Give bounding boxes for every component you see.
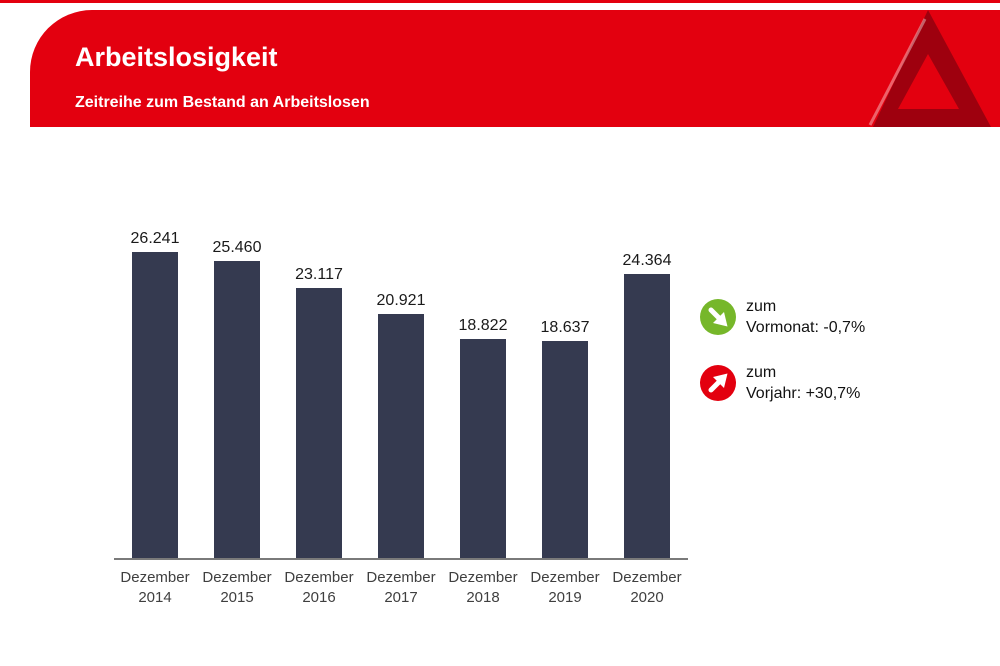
x-axis-line xyxy=(114,558,688,560)
bar-slot: 18.822 xyxy=(442,317,524,558)
bar-value-label: 24.364 xyxy=(622,252,672,269)
bar-value-label: 23.117 xyxy=(295,266,343,283)
x-axis-tick-label: Dezember 2017 xyxy=(366,569,436,606)
bar-value-label: 18.637 xyxy=(540,319,590,336)
bar-slot: 24.364 xyxy=(606,252,688,558)
bar xyxy=(624,274,670,558)
arrow-up-right-icon xyxy=(700,365,736,401)
top-accent-line xyxy=(0,0,1000,3)
legend-item-vorjahr: zum Vorjahr: +30,7% xyxy=(700,362,865,404)
bar-value-label: 26.241 xyxy=(130,230,180,247)
x-axis-tick-label: Dezember 2019 xyxy=(530,569,600,606)
legend-label-line1: zum xyxy=(746,364,777,381)
x-axis-tick-label: Dezember 2018 xyxy=(448,569,518,606)
x-axis-labels-row: Dezember 2014 Dezember 2015 Dezember 2016 Deze… xyxy=(114,568,688,608)
bar xyxy=(214,261,260,558)
legend-label-line2: Vorjahr: +30,7% xyxy=(746,385,861,402)
bar-slot: 25.460 xyxy=(196,239,278,558)
bar xyxy=(296,288,342,558)
legend: zum Vormonat: -0,7% zum Vorjahr: +30,7% xyxy=(700,296,865,404)
bar-slot: 26.241 xyxy=(114,230,196,558)
page-subtitle: Zeitreihe zum Bestand an Arbeitslosen xyxy=(75,94,370,111)
bars-row: 26.241 25.460 23.117 20.921 18.822 18.637 24.3… xyxy=(114,230,688,558)
x-axis-tick-label: Dezember 2014 xyxy=(120,569,190,606)
bar-slot: 23.117 xyxy=(278,266,360,558)
x-axis-tick-label: Dezember 2015 xyxy=(202,569,272,606)
x-axis-tick-label: Dezember 2016 xyxy=(284,569,354,606)
bar xyxy=(542,341,588,558)
bar-slot: 20.921 xyxy=(360,292,442,558)
bar-value-label: 18.822 xyxy=(458,317,508,334)
legend-label: zum Vormonat: -0,7% xyxy=(746,296,865,338)
legend-label: zum Vorjahr: +30,7% xyxy=(746,362,860,404)
page-title: Arbeitslosigkeit xyxy=(75,42,278,72)
arrow-down-right-icon xyxy=(700,299,736,335)
bar xyxy=(460,339,506,558)
bar xyxy=(378,314,424,558)
bar-value-label: 25.460 xyxy=(212,239,262,256)
bar-value-label: 20.921 xyxy=(376,292,426,309)
legend-label-line2: Vormonat: -0,7% xyxy=(746,319,866,336)
x-axis-tick-label: Dezember 2020 xyxy=(612,569,682,606)
legend-item-vormonat: zum Vormonat: -0,7% xyxy=(700,296,865,338)
bar xyxy=(132,252,178,558)
header-band: Arbeitslosigkeit Zeitreihe zum Bestand a… xyxy=(30,10,1000,127)
agentur-fuer-arbeit-a-logo-icon xyxy=(868,10,991,127)
bar-slot: 18.637 xyxy=(524,319,606,558)
legend-label-line1: zum xyxy=(746,298,777,315)
